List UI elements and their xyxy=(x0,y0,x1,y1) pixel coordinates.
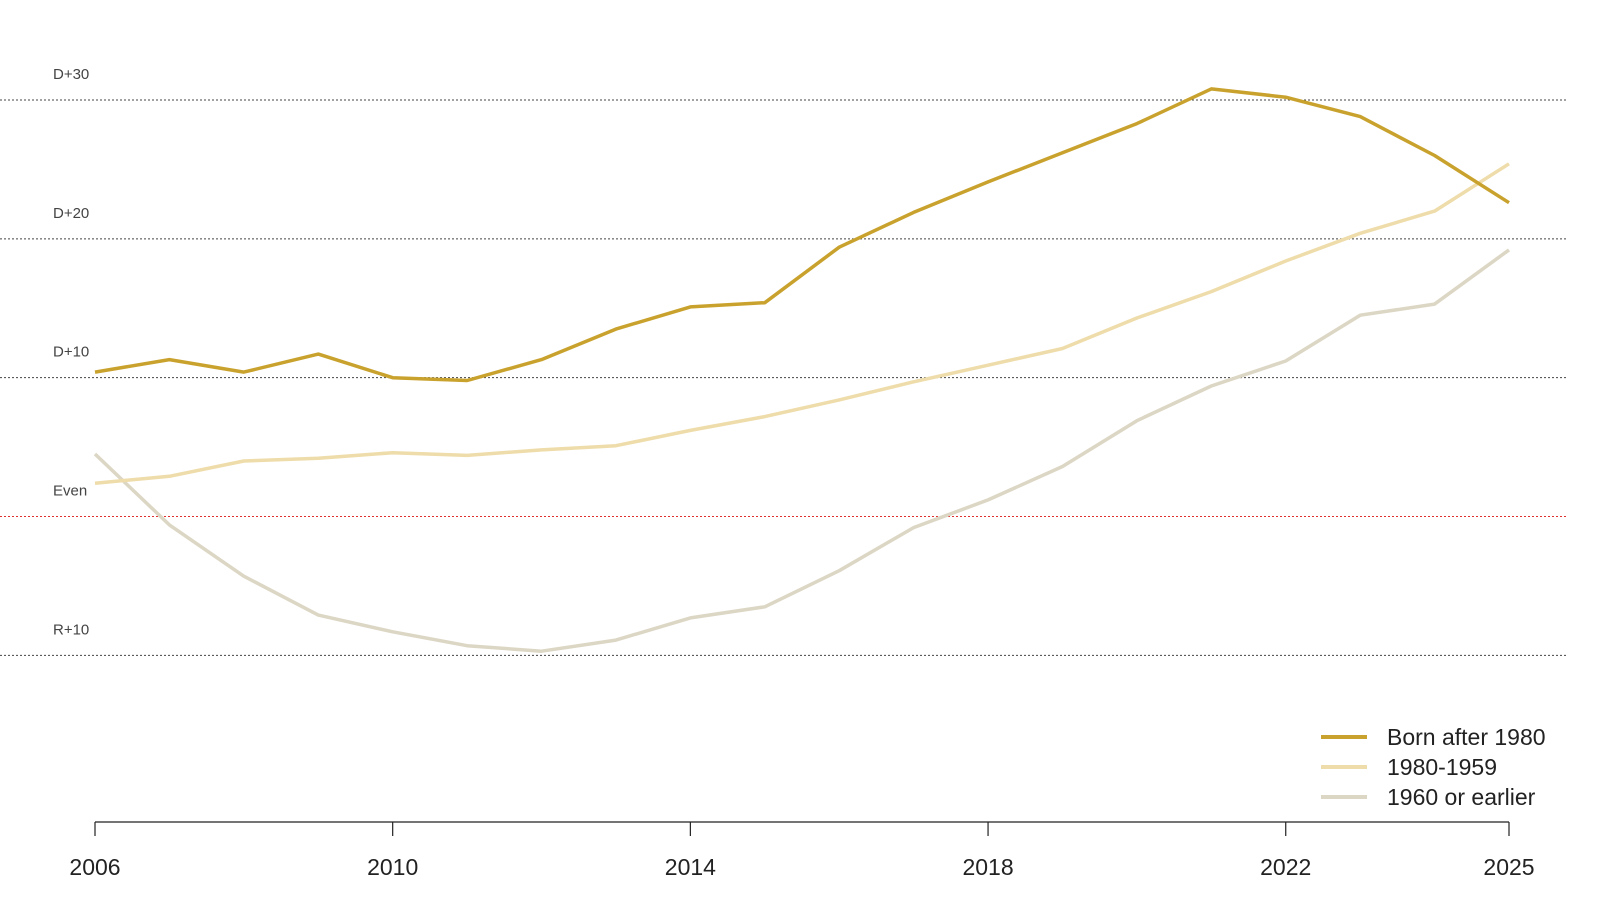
x-tick-label: 2018 xyxy=(962,854,1013,880)
series-line xyxy=(94,162,1510,485)
legend-label: 1960 or earlier xyxy=(1387,784,1536,810)
series-line xyxy=(94,87,1510,383)
x-tick-label: 2022 xyxy=(1260,854,1311,880)
legend-label: 1980-1959 xyxy=(1387,754,1497,780)
legend-label: Born after 1980 xyxy=(1387,724,1546,750)
x-tick-label: 2010 xyxy=(367,854,418,880)
y-tick-label: D+30 xyxy=(53,66,89,83)
y-tick-label: R+10 xyxy=(53,621,89,638)
y-tick-label: D+20 xyxy=(53,205,89,222)
y-tick-label: Even xyxy=(53,483,87,500)
x-tick-label: 2006 xyxy=(69,854,120,880)
series-line xyxy=(93,248,1511,653)
x-tick-label: 2025 xyxy=(1483,854,1534,880)
y-tick-label: D+10 xyxy=(53,344,89,361)
x-tick-label: 2014 xyxy=(665,854,716,880)
